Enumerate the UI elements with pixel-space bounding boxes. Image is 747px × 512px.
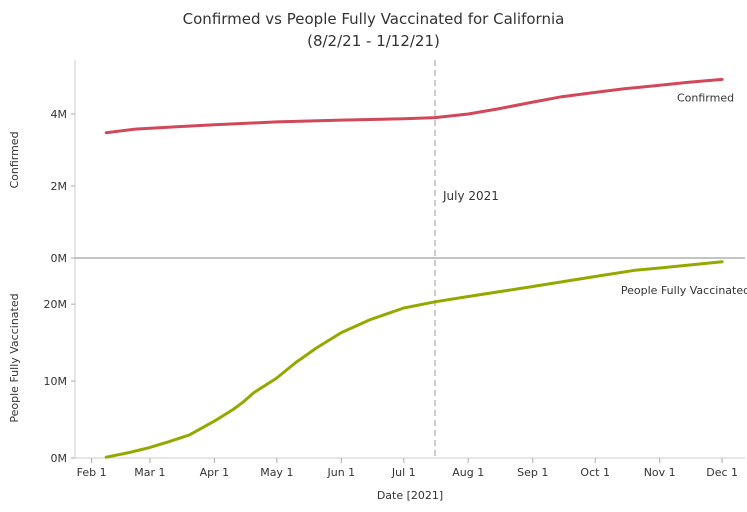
- x-tick-label: Aug 1: [452, 466, 484, 479]
- x-tick-label: Jul 1: [391, 466, 416, 479]
- series: Confirmed People Fully Vaccinated: [104, 77, 747, 459]
- series-line: [104, 260, 724, 459]
- y-tick-label: 4M: [51, 108, 68, 121]
- series-label: Confirmed: [677, 91, 734, 104]
- x-tick-label: Feb 1: [77, 466, 107, 479]
- series-line: [104, 77, 724, 135]
- x-tick-label: Mar 1: [134, 466, 165, 479]
- y-tick-label: 0M: [51, 252, 68, 265]
- y-tick-label: 10M: [44, 375, 68, 388]
- x-axis-title: Date [2021]: [377, 489, 443, 502]
- y-tick-label: 0M: [51, 452, 68, 465]
- x-tick-label: Dec 1: [706, 466, 738, 479]
- series-label: People Fully Vaccinated: [621, 284, 747, 297]
- annotation-label: July 2021: [442, 189, 499, 203]
- y-tick-label: 20M: [44, 298, 68, 311]
- x-tick-label: Sep 1: [517, 466, 548, 479]
- y-tick-label: 2M: [51, 180, 68, 193]
- chart-title: Confirmed vs People Fully Vaccinated for…: [183, 10, 565, 28]
- y-axis-title: Confirmed: [8, 131, 21, 188]
- x-tick-label: Nov 1: [644, 466, 676, 479]
- y-axis-title: People Fully Vaccinated: [8, 293, 21, 422]
- chart-subtitle: (8/2/21 - 1/12/21): [307, 32, 440, 50]
- x-tick-label: Jun 1: [326, 466, 355, 479]
- x-tick-label: Apr 1: [200, 466, 230, 479]
- x-tick-label: Oct 1: [580, 466, 610, 479]
- x-tick-label: May 1: [260, 466, 293, 479]
- annotation: July 2021: [434, 60, 499, 458]
- axes: Feb 1 Mar 1 Apr 1 May 1 Jun 1 Jul 1 Aug 1 Sep 1…: [8, 60, 745, 479]
